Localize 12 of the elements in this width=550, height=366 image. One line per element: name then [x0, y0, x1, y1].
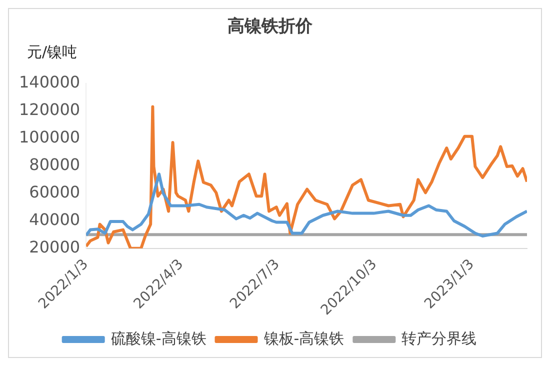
y-tick-label: 20000 — [29, 238, 80, 257]
y-tick-label: 100000 — [19, 128, 80, 147]
chart-title: 高镍铁折价 — [228, 16, 314, 37]
legend-label: 转产分界线 — [402, 329, 477, 348]
y-tick-label: 140000 — [19, 72, 80, 92]
y-tick-label: 120000 — [19, 100, 80, 120]
legend-label: 镍板-高镍铁 — [262, 329, 344, 348]
y-tick-label: 40000 — [29, 210, 80, 230]
y-axis-title: 元/镍吨 — [27, 43, 78, 62]
y-tick-label: 60000 — [29, 182, 80, 202]
y-tick-label: 80000 — [29, 155, 80, 174]
legend-label: 硫酸镍-高镍铁 — [110, 329, 206, 348]
